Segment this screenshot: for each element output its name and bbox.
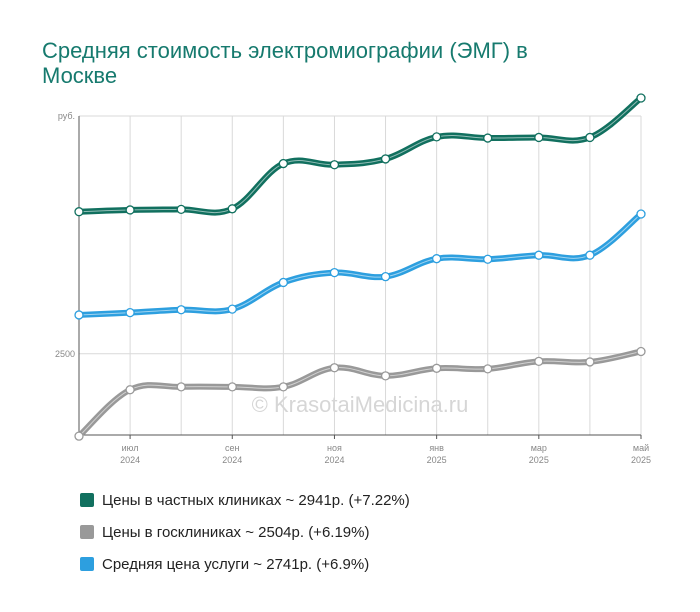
chart-legend: Цены в частных клиниках ~ 2941р. (+7.22%… (80, 484, 410, 580)
watermark: © KrasotaiMedicina.ru (252, 392, 469, 417)
data-point (534, 132, 544, 143)
series-line (76, 211, 644, 318)
data-point (431, 363, 442, 373)
series-line (76, 95, 644, 216)
legend-label-private: Цены в частных клиниках ~ 2941р. (+7.22%… (102, 491, 410, 509)
data-point (125, 307, 135, 318)
x-tick-label-year: 2024 (324, 455, 344, 465)
series-line-highlight (78, 213, 642, 316)
legend-swatch-average (80, 557, 94, 571)
data-point (278, 382, 289, 392)
data-point (585, 250, 595, 260)
data-point (176, 204, 186, 215)
legend-label-public: Цены в госклиниках ~ 2504р. (+6.19%) (102, 523, 370, 541)
legend-label-average: Средняя цена услуги ~ 2741р. (+6.9%) (102, 555, 370, 573)
x-tick-label-year: 2024 (120, 455, 140, 465)
data-point (585, 132, 595, 143)
data-point (380, 272, 391, 282)
legend-swatch-private (80, 493, 94, 507)
data-point (483, 364, 493, 374)
data-point (534, 250, 544, 260)
x-tick-label-year: 2025 (631, 455, 651, 465)
x-tick-label-month: ноя (327, 443, 342, 453)
x-tick-label-month: мар (531, 443, 547, 453)
data-point (329, 363, 340, 373)
data-point (329, 267, 340, 278)
data-point (176, 382, 186, 392)
legend-swatch-public (80, 525, 94, 539)
chart-title: Средняя стоимость электромиографии (ЭМГ)… (42, 38, 528, 88)
data-point (278, 158, 289, 169)
data-point (125, 205, 135, 215)
data-point (431, 132, 442, 142)
data-point (74, 431, 84, 441)
data-point (483, 254, 493, 264)
x-tick-label-month: янв (429, 443, 444, 453)
data-point (483, 133, 493, 143)
data-point (636, 93, 646, 103)
legend-item-private[interactable]: Цены в частных клиниках ~ 2941р. (+7.22%… (80, 484, 410, 516)
y-tick-label: 2500 (55, 349, 75, 359)
x-tick-label-year: 2025 (427, 455, 447, 465)
x-tick-label-year: 2025 (529, 455, 549, 465)
x-tick-label-year: 2024 (222, 455, 242, 465)
data-point (227, 382, 237, 392)
series-line-group (74, 346, 646, 441)
data-point (636, 209, 646, 219)
data-point (329, 160, 340, 170)
data-point (534, 356, 544, 366)
data-point (74, 310, 84, 320)
data-point (380, 154, 391, 164)
data-point (176, 305, 186, 315)
x-tick-label-month: май (633, 443, 649, 453)
series-line-group (74, 93, 646, 217)
x-tick-label-month: сен (225, 443, 240, 453)
series-line-highlight (78, 97, 642, 214)
data-point (74, 207, 84, 217)
data-point (636, 346, 646, 357)
data-point (585, 357, 595, 367)
data-point (380, 371, 391, 381)
data-point (278, 277, 289, 288)
data-point (227, 304, 237, 314)
series-line-group (74, 209, 646, 320)
data-point (227, 204, 237, 214)
data-point (125, 385, 135, 395)
legend-item-public[interactable]: Цены в госклиниках ~ 2504р. (+6.19%) (80, 516, 410, 548)
x-tick-label-month: июл (122, 443, 139, 453)
legend-item-average[interactable]: Средняя цена услуги ~ 2741р. (+6.9%) (80, 548, 410, 580)
y-unit-label: руб. (58, 111, 75, 121)
data-point (431, 254, 442, 264)
